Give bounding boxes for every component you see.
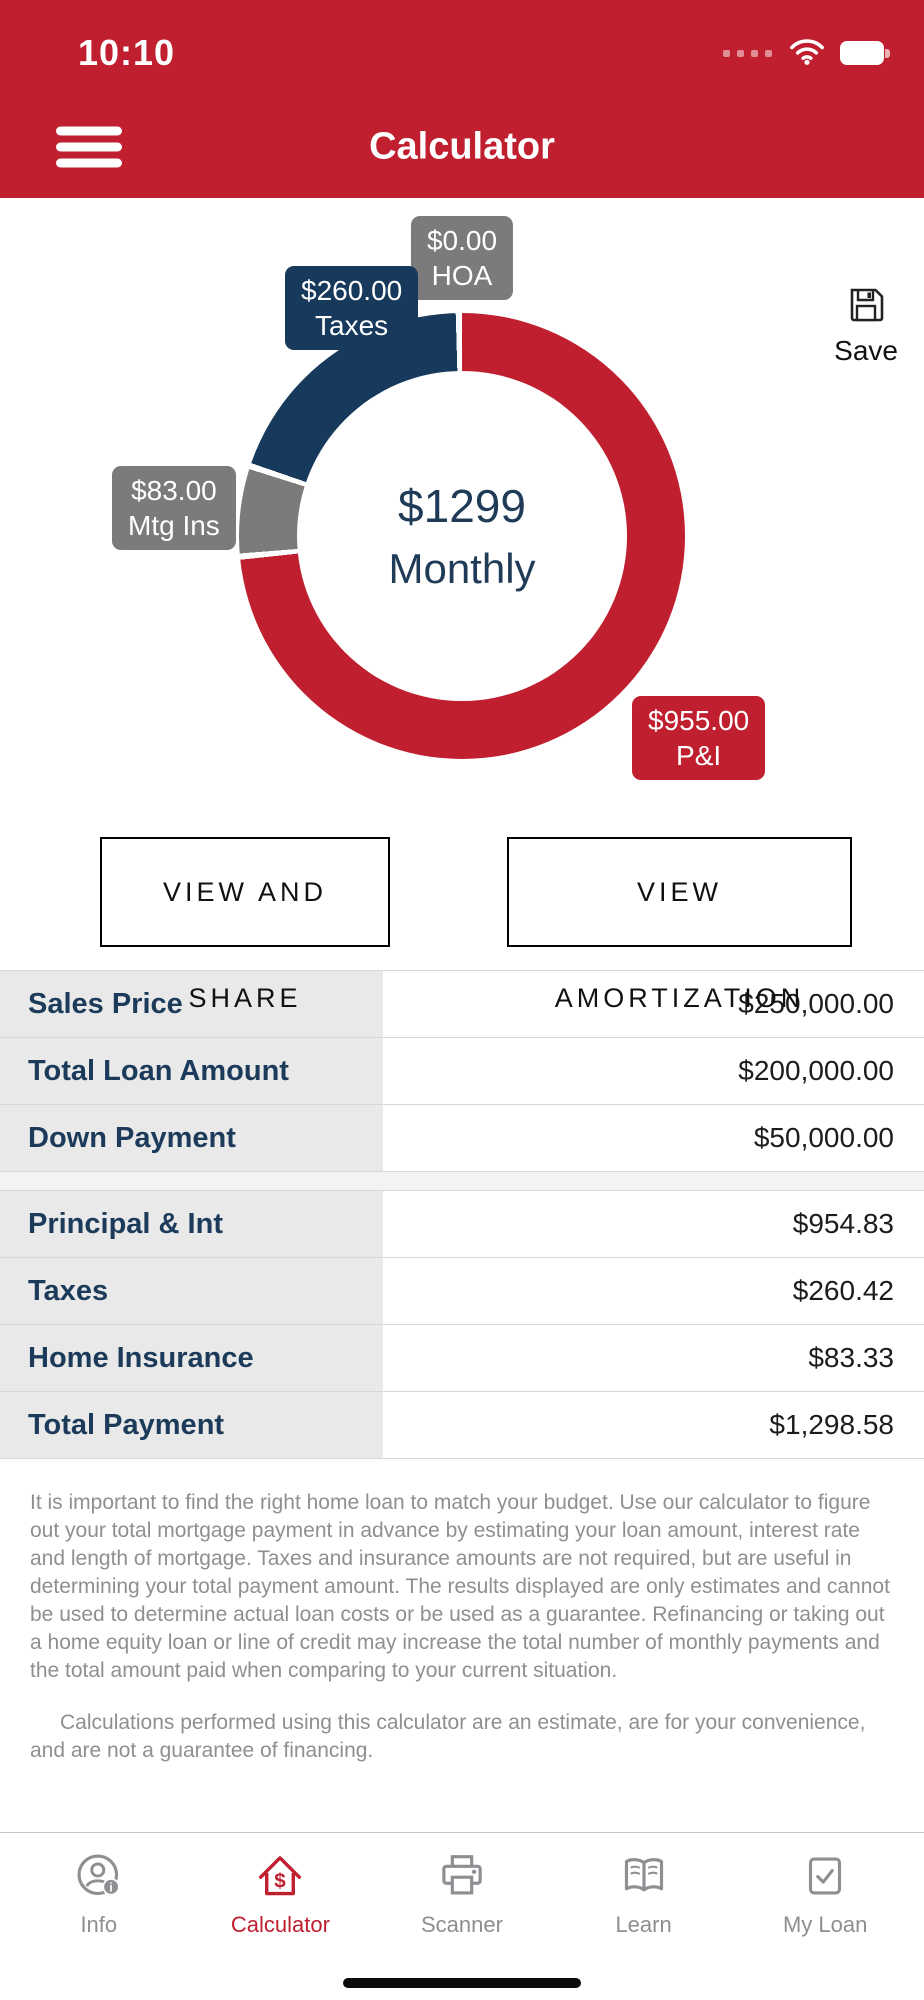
row-label: Home Insurance: [0, 1325, 383, 1391]
disclaimer-paragraph-2: Calculations performed using this calcul…: [30, 1711, 866, 1762]
table-row-home-insurance: Home Insurance $83.33: [0, 1325, 924, 1392]
donut-center: $1299 Monthly: [297, 371, 627, 701]
chart-callout-taxes: $260.00 Taxes: [285, 266, 419, 350]
row-label: Down Payment: [0, 1105, 383, 1171]
monthly-total-value: $1299: [398, 480, 526, 532]
row-label: Total Loan Amount: [0, 1038, 383, 1104]
battery-icon: [840, 41, 890, 65]
menu-icon[interactable]: [56, 120, 122, 175]
row-value[interactable]: $200,000.00: [738, 1055, 894, 1086]
wifi-icon: [788, 37, 826, 70]
row-label: Taxes: [0, 1258, 383, 1324]
table-row-total-payment: Total Payment $1,298.58: [0, 1392, 924, 1459]
row-label: Principal & Int: [0, 1191, 383, 1257]
tab-label: Info: [80, 1912, 118, 1937]
page-title: Calculator: [369, 125, 555, 168]
payment-chart-area: $1299 Monthly $0.00 HOA $260.00 Taxes $8…: [0, 198, 924, 837]
status-icons: [723, 37, 890, 70]
chart-callout-mtg-ins: $83.00 Mtg Ins: [112, 466, 236, 550]
tab-learn[interactable]: Learn: [559, 1847, 729, 2000]
row-value[interactable]: $250,000.00: [738, 988, 894, 1019]
view-amortization-button[interactable]: VIEW AMORTIZATION: [507, 837, 852, 1013]
payment-donut-chart: $1299 Monthly: [239, 313, 685, 759]
view-and-share-button[interactable]: VIEW AND SHARE: [100, 837, 390, 1013]
table-group-divider: [0, 1172, 924, 1191]
row-value: $83.33: [808, 1342, 894, 1373]
action-buttons: VIEW AND SHARE VIEW AMORTIZATION: [0, 837, 924, 1013]
home-indicator[interactable]: [343, 1978, 581, 1988]
chart-callout-hoa: $0.00 HOA: [410, 216, 514, 300]
row-value: $1,298.58: [769, 1409, 894, 1440]
chart-callout-pi: $955.00 P&I: [632, 696, 766, 780]
printer-icon: [433, 1847, 491, 1910]
status-bar: 10:10: [0, 0, 924, 96]
row-value: $260.42: [792, 1275, 894, 1306]
monthly-total-label: Monthly: [388, 545, 536, 592]
open-book-icon: [615, 1847, 673, 1910]
tab-label: My Loan: [782, 1912, 868, 1937]
row-label: Total Payment: [0, 1392, 383, 1458]
tab-calculator[interactable]: $ Calculator: [195, 1847, 365, 2000]
tab-bar: i Info $ Calculator: [0, 1832, 924, 2000]
table-row-total-loan-amount: Total Loan Amount $200,000.00: [0, 1038, 924, 1105]
person-info-icon: i: [70, 1847, 128, 1910]
clock: 10:10: [78, 32, 176, 73]
tab-label: Learn: [615, 1912, 672, 1937]
disclaimer-text: It is important to find the right home l…: [0, 1459, 924, 1765]
row-label: Sales Price: [0, 971, 383, 1037]
table-row-sales-price: Sales Price $250,000.00: [0, 971, 924, 1038]
loan-table: Sales Price $250,000.00 Total Loan Amoun…: [0, 970, 924, 1459]
svg-text:$: $: [275, 1869, 287, 1892]
row-value[interactable]: $50,000.00: [753, 1122, 894, 1153]
disclaimer-paragraph-1: It is important to find the right home l…: [30, 1491, 890, 1682]
tab-my-loan[interactable]: My Loan: [740, 1847, 910, 2000]
tab-info[interactable]: i Info: [14, 1847, 184, 2000]
table-row-down-payment: Down Payment $50,000.00: [0, 1105, 924, 1172]
tab-label: Calculator: [230, 1912, 330, 1937]
house-dollar-icon: $: [251, 1847, 309, 1910]
save-button[interactable]: Save: [834, 280, 898, 367]
row-value: $954.83: [792, 1208, 894, 1239]
cellular-signal-icon: [723, 49, 772, 57]
save-icon: [842, 288, 890, 332]
save-label: Save: [834, 335, 898, 366]
tab-label: Scanner: [421, 1912, 503, 1937]
tab-scanner[interactable]: Scanner: [377, 1847, 547, 2000]
table-row-taxes: Taxes $260.42: [0, 1258, 924, 1325]
document-check-icon: [796, 1847, 854, 1910]
nav-bar: Calculator: [0, 96, 924, 198]
svg-text:i: i: [109, 1881, 112, 1895]
table-row-principal-int: Principal & Int $954.83: [0, 1191, 924, 1258]
